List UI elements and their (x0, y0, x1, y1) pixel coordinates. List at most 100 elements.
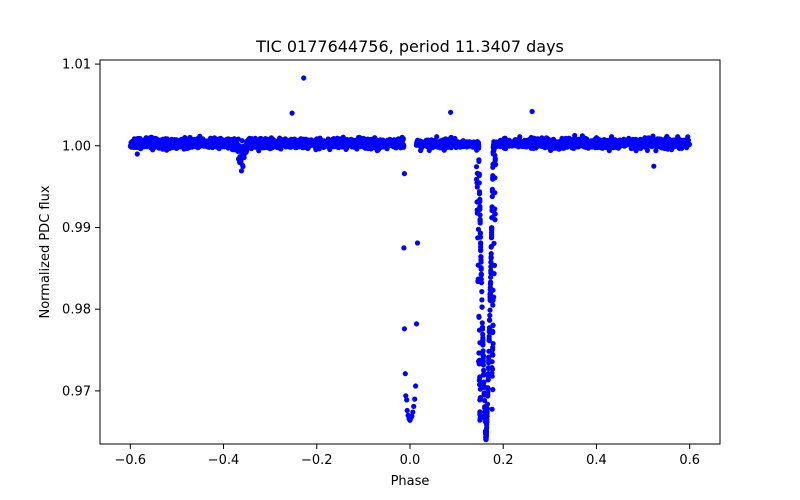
data-point (257, 137, 263, 143)
data-point (484, 401, 491, 407)
data-point (212, 141, 218, 147)
data-point (491, 262, 498, 268)
data-point (483, 436, 489, 442)
data-point (270, 144, 276, 151)
data-point (344, 137, 350, 143)
data-point (206, 138, 212, 144)
data-point (491, 144, 497, 150)
data-point (479, 304, 485, 310)
data-point (487, 307, 493, 313)
data-point (256, 148, 262, 154)
data-point (478, 254, 484, 260)
data-point (490, 287, 496, 293)
data-point (474, 170, 480, 176)
data-point (170, 144, 176, 150)
data-point (166, 141, 172, 148)
data-point (623, 142, 630, 148)
data-point (490, 341, 496, 347)
data-point (572, 132, 578, 139)
data-point (492, 139, 498, 145)
data-point (454, 140, 460, 147)
data-point (434, 134, 440, 140)
data-point (479, 297, 485, 303)
data-point (663, 143, 669, 149)
data-point (303, 144, 309, 150)
data-point (477, 231, 483, 237)
data-point (481, 397, 488, 404)
data-point (477, 216, 483, 223)
x-tick-label: 0.0 (400, 453, 421, 468)
data-point (225, 142, 231, 149)
data-point (492, 152, 498, 158)
data-point (481, 379, 487, 385)
data-point (134, 151, 140, 157)
data-point (409, 413, 415, 419)
data-point (488, 279, 494, 285)
x-tick-label: −0.6 (115, 453, 147, 468)
data-point (555, 144, 561, 150)
data-point (301, 75, 307, 81)
data-point (492, 175, 498, 181)
data-point (490, 387, 496, 393)
data-point (379, 138, 385, 144)
data-point (473, 164, 480, 170)
data-point (649, 143, 655, 149)
y-tick-label: 0.99 (62, 221, 91, 236)
data-point (466, 139, 472, 145)
data-point (611, 140, 617, 146)
data-point (476, 361, 482, 367)
data-point (486, 335, 492, 342)
data-point (524, 139, 530, 145)
data-point (653, 148, 659, 154)
data-point (476, 313, 482, 319)
data-point (479, 320, 485, 326)
data-point (487, 312, 493, 318)
data-point (158, 142, 164, 148)
data-point (475, 235, 481, 241)
data-point (481, 371, 487, 377)
y-tick-label: 0.98 (62, 303, 91, 318)
data-point (480, 358, 486, 364)
data-point (318, 138, 325, 144)
data-point (341, 141, 347, 147)
data-point (629, 140, 635, 146)
data-point (676, 145, 682, 151)
y-axis: 0.97 0.98 0.99 1.00 1.01 (62, 58, 100, 399)
data-point (491, 294, 497, 300)
data-point (489, 370, 495, 376)
data-point (480, 362, 486, 368)
data-point (239, 162, 246, 168)
y-tick-label: 0.97 (62, 384, 91, 399)
data-point (488, 274, 494, 280)
data-point (363, 138, 369, 144)
x-tick-label: 0.2 (493, 453, 514, 468)
data-point (488, 251, 494, 257)
data-point (477, 409, 483, 415)
data-point (492, 190, 498, 196)
data-point (530, 136, 537, 142)
data-point (224, 136, 230, 142)
data-point (529, 141, 535, 147)
data-point (488, 259, 494, 265)
data-point (335, 144, 341, 150)
data-point (177, 138, 183, 144)
data-point (488, 255, 494, 261)
data-point (492, 206, 498, 212)
data-point (564, 144, 570, 150)
x-axis: −0.6 −0.4 −0.2 0.0 0.2 0.4 0.6 (115, 444, 700, 468)
data-point (493, 162, 499, 168)
data-point (217, 136, 223, 142)
data-point (279, 140, 285, 146)
data-point (229, 140, 235, 146)
data-point (290, 139, 296, 145)
data-point (488, 235, 495, 241)
data-point (480, 348, 486, 354)
data-point (410, 409, 416, 415)
data-point (565, 137, 571, 144)
data-point (240, 152, 246, 159)
data-point (411, 403, 417, 409)
data-point (146, 138, 152, 144)
data-point (682, 142, 688, 148)
x-tick-label: 0.4 (586, 453, 607, 468)
data-point (485, 393, 491, 399)
